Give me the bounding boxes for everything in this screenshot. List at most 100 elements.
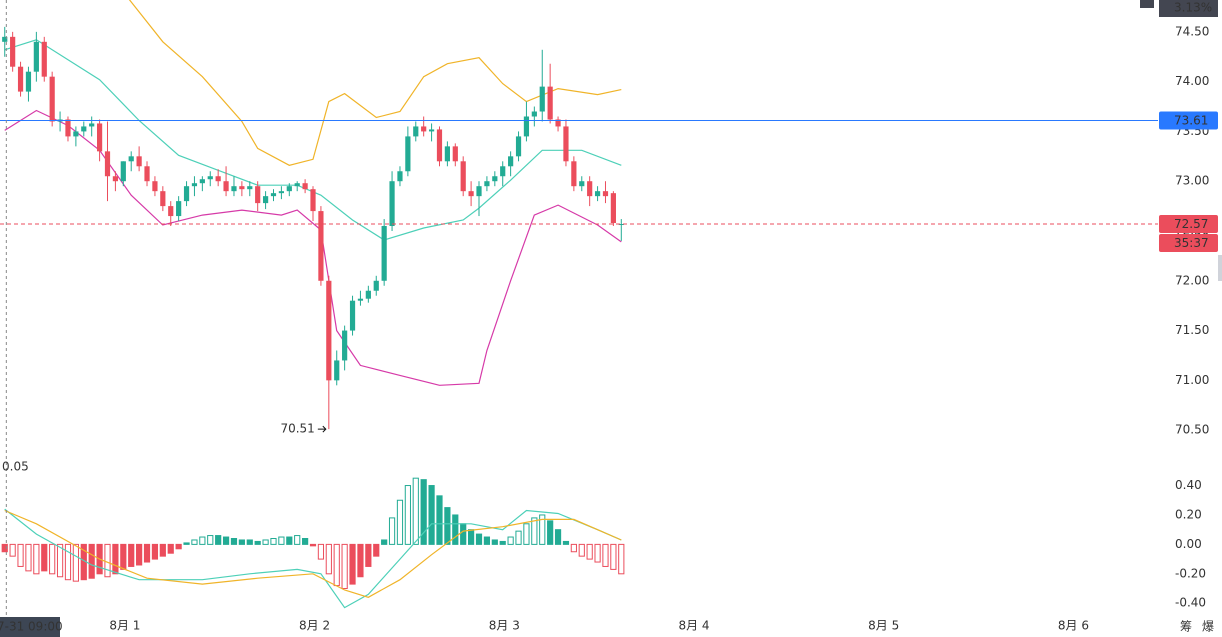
candle-body bbox=[397, 171, 403, 182]
macd-bar bbox=[381, 539, 388, 545]
candle-body bbox=[120, 161, 126, 182]
macd-bar bbox=[286, 536, 293, 545]
macd-bar bbox=[151, 543, 159, 560]
macd-bar bbox=[317, 543, 325, 560]
macd-bar bbox=[554, 529, 562, 545]
candle-body bbox=[523, 116, 530, 137]
candle-body bbox=[223, 181, 229, 192]
y-tick-label: 74.00 bbox=[1175, 74, 1209, 88]
macd-bar bbox=[436, 495, 443, 545]
macd-bar bbox=[388, 517, 396, 545]
candle-body bbox=[160, 191, 166, 207]
change-box bbox=[1159, 0, 1218, 17]
candle-body bbox=[555, 119, 561, 127]
macd-bar bbox=[325, 543, 332, 575]
candle-body bbox=[579, 181, 585, 187]
candle-body bbox=[318, 211, 324, 281]
macd-bar bbox=[1, 543, 8, 553]
macd-bar bbox=[333, 543, 340, 587]
candle-body bbox=[602, 191, 609, 197]
side-handle[interactable] bbox=[1218, 255, 1222, 281]
macd-bar bbox=[294, 535, 301, 545]
macd-bar bbox=[460, 523, 467, 545]
candle-body bbox=[239, 186, 245, 190]
macd-bar bbox=[64, 543, 72, 581]
macd-bar bbox=[491, 539, 498, 545]
toolbar-tab[interactable] bbox=[1140, 0, 1154, 8]
candle-body bbox=[215, 176, 221, 182]
candle-body bbox=[10, 36, 16, 67]
candle-body bbox=[389, 181, 395, 227]
macd-bar bbox=[499, 540, 506, 545]
candle-body bbox=[25, 71, 32, 92]
macd-bar bbox=[254, 540, 261, 545]
candle-body bbox=[452, 146, 458, 162]
indicator-line bbox=[4, 39, 622, 241]
candle-body bbox=[357, 298, 364, 301]
x-tick-label: 8月 5 bbox=[868, 619, 899, 633]
candle-body bbox=[428, 129, 435, 132]
price-box bbox=[1159, 111, 1218, 130]
candle-body bbox=[168, 206, 174, 217]
macd-bar bbox=[357, 543, 364, 578]
candle-body bbox=[128, 156, 134, 162]
candle-body bbox=[365, 290, 371, 299]
candle-body bbox=[270, 193, 277, 197]
macd-bar bbox=[167, 543, 174, 554]
macd-bar bbox=[610, 543, 617, 570]
macd-bar bbox=[72, 543, 79, 582]
macd-bar bbox=[17, 543, 24, 567]
crosshair-time-box bbox=[0, 617, 60, 637]
indicator-line bbox=[4, 508, 622, 609]
y-tick-label: 0.00 bbox=[1175, 537, 1202, 551]
candle-body bbox=[476, 186, 482, 197]
indicator-line bbox=[4, 509, 622, 598]
candle-body bbox=[349, 300, 356, 331]
macd-bar bbox=[341, 543, 348, 590]
macd-bar bbox=[191, 539, 198, 545]
candle-body bbox=[563, 126, 569, 162]
x-tick-label: 8月 6 bbox=[1058, 619, 1089, 633]
macd-bar bbox=[183, 542, 190, 545]
macd-bar bbox=[25, 543, 32, 572]
candle-body bbox=[89, 123, 95, 127]
y-tick-label: 72.00 bbox=[1175, 273, 1209, 287]
macd-bar bbox=[104, 543, 111, 578]
candle-body bbox=[183, 186, 190, 202]
indicator-line bbox=[4, 109, 622, 386]
macd-bar bbox=[262, 539, 269, 545]
indicator-line bbox=[128, 0, 622, 166]
candle-body bbox=[342, 330, 348, 361]
candle-body bbox=[41, 41, 47, 77]
y-tick-label: -0.40 bbox=[1175, 596, 1206, 610]
macd-bar bbox=[483, 536, 491, 545]
macd-bar bbox=[547, 520, 554, 545]
countdown-box bbox=[1159, 234, 1218, 253]
candle-body bbox=[413, 126, 419, 137]
macd-bar bbox=[56, 543, 64, 578]
candle-body bbox=[207, 176, 213, 180]
macd-bar bbox=[373, 543, 380, 557]
candle-body bbox=[191, 183, 198, 187]
candle-body bbox=[326, 280, 332, 381]
macd-bar bbox=[159, 543, 166, 557]
macd-bar bbox=[602, 543, 609, 567]
footer-icon[interactable]: 筹 bbox=[1180, 620, 1192, 634]
candle-body bbox=[73, 131, 79, 137]
macd-bar bbox=[570, 543, 577, 553]
candle-body bbox=[176, 201, 182, 217]
low-label: 70.51 bbox=[280, 422, 314, 436]
macd-bar bbox=[88, 543, 95, 579]
candle-body bbox=[436, 129, 443, 162]
candle-body bbox=[136, 156, 142, 167]
macd-bar bbox=[199, 536, 206, 545]
candle-body bbox=[468, 191, 474, 197]
macd-bar bbox=[404, 485, 411, 545]
candle-body bbox=[96, 123, 103, 152]
candle-body bbox=[547, 86, 553, 120]
footer-icon[interactable]: 爆 bbox=[1202, 620, 1214, 634]
macd-bar bbox=[207, 535, 214, 545]
low-arrow bbox=[317, 425, 327, 433]
macd-bar bbox=[507, 536, 514, 545]
